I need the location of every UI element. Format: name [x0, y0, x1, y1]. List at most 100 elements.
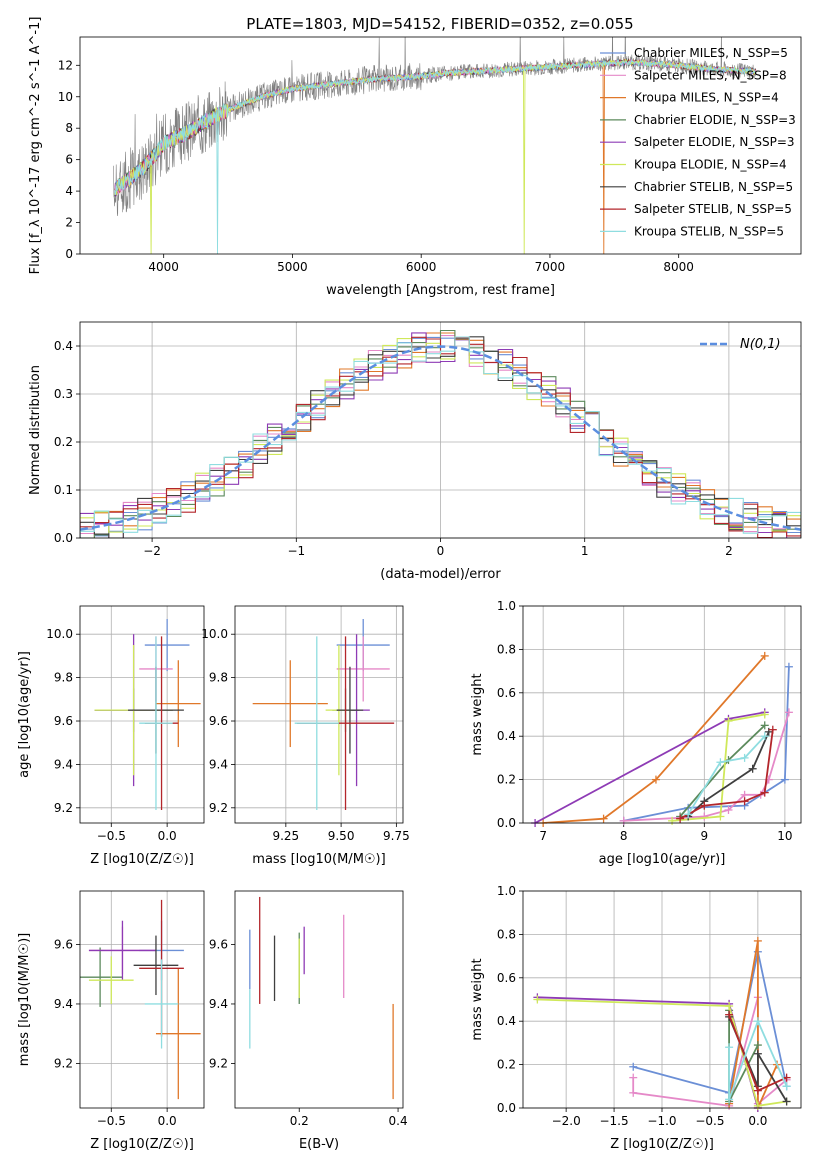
residuals-axes: −2 −1 0 1 2 0.0 0.1 0.2 0.3 0.4	[54, 322, 801, 558]
normal-curve	[80, 345, 801, 531]
x-tick-label: −2.0	[552, 1114, 581, 1128]
weight_vs_age-xlabel: age [log10(age/yr)]	[599, 852, 726, 867]
x-tick-label: 0.4	[389, 1114, 408, 1128]
age_vs_Z-axes: −0.5 0.0 9.2 9.4 9.6 9.8 10.0	[46, 606, 204, 843]
mass_vs_ebv-frame	[234, 890, 404, 1109]
mass_vs_Z-xlabel: Z [log10(Z/Z☉)]	[90, 1137, 194, 1152]
weight_vs_Z-axes: −2.0 −1.5 −1.0 −0.5 0.0 0.0 0.2 0.4 0.6 0.8 1.0	[497, 884, 801, 1128]
weight_vs_Z-xlabel: Z [log10(Z/Z☉)]	[610, 1137, 714, 1152]
y-tick-label: 9.2	[54, 1056, 73, 1070]
y-tick-label: 0	[65, 247, 73, 261]
y-tick-label: 0.6	[497, 971, 516, 985]
y-tick-label: 9.6	[54, 714, 73, 728]
y-tick-label: 9.4	[54, 997, 73, 1011]
residuals-frame	[79, 321, 802, 539]
y-tick-label: 0.6	[497, 686, 516, 700]
weight_vs_age-frame	[522, 605, 802, 824]
age_vs_mass-axes: 9.25 9.50 9.75 9.2 9.4 9.6 9.8 10.0	[201, 606, 410, 843]
y-tick-label: 9.6	[209, 714, 228, 728]
y-tick-label: 9.8	[209, 671, 228, 685]
mass_vs_Z-axes: −0.5 0.0 9.2 9.4 9.6	[54, 891, 204, 1128]
y-tick-label: 1.0	[497, 884, 516, 898]
weight-line-chabrier-stelib	[687, 731, 770, 818]
y-tick-label: 8	[65, 121, 73, 135]
y-tick-label: 0.1	[54, 483, 73, 497]
mass_vs_ebv-axes: 0.2 0.4 9.2 9.4 9.6	[209, 896, 408, 1128]
residual-hist-salpeter-stelib	[80, 336, 801, 538]
y-tick-label: 0.8	[497, 642, 516, 656]
age_vs_Z-ylabel: age [log10(age/yr)]	[17, 651, 32, 778]
x-tick-label: 9	[700, 829, 708, 843]
legend-label: Kroupa ELODIE, N_SSP=4	[634, 158, 787, 172]
y-tick-label: 9.2	[209, 1056, 228, 1070]
x-tick-label: 9.50	[328, 829, 355, 843]
residual-hist-kroupa-stelib	[80, 336, 801, 538]
age_vs_Z-xlabel: Z [log10(Z/Z☉)]	[90, 852, 194, 867]
x-tick-label: −1	[287, 544, 305, 558]
x-tick-label: 9.25	[272, 829, 299, 843]
y-tick-label: 0.8	[497, 927, 516, 941]
legend-label: Chabrier ELODIE, N_SSP=3	[634, 113, 796, 127]
residuals-legend-label: N(0,1)	[740, 337, 781, 352]
y-tick-label: 0.4	[497, 1014, 516, 1028]
x-tick-label: 2	[725, 544, 733, 558]
model-spectrum-kroupa-stelib	[114, 58, 757, 254]
y-tick-label: 0.2	[497, 1058, 516, 1072]
weight-line-kroupa-stelib	[728, 1018, 788, 1100]
y-tick-label: 9.4	[54, 757, 73, 771]
y-tick-label: 0.2	[54, 435, 73, 449]
mass_vs_ebv-xlabel: E(B-V)	[299, 1137, 339, 1152]
legend-label: Salpeter ELODIE, N_SSP=3	[634, 135, 795, 149]
y-tick-label: 9.6	[54, 938, 73, 952]
weight-line-kroupa-elodie	[537, 998, 787, 1107]
x-tick-label: 0.0	[748, 1114, 767, 1128]
x-tick-label: 5000	[277, 260, 308, 274]
spectrum-axes: 4000 5000 6000 7000 8000 0 2 4 6 8 10 12	[58, 37, 757, 274]
x-tick-label: 7000	[535, 260, 566, 274]
x-tick-label: −0.5	[695, 1114, 724, 1128]
y-tick-label: 9.4	[209, 997, 228, 1011]
y-tick-label: 12	[58, 58, 73, 72]
x-tick-label: 8	[620, 829, 628, 843]
weight-line-kroupa-elodie	[672, 713, 765, 822]
y-tick-label: 6	[65, 153, 73, 167]
weight_vs_age-axes: 7 8 9 10 0.0 0.2 0.4 0.6 0.8 1.0	[497, 599, 801, 843]
x-tick-label: 0.0	[158, 1114, 177, 1128]
x-tick-label: −1.0	[647, 1114, 676, 1128]
legend-label: Kroupa STELIB, N_SSP=5	[634, 224, 784, 238]
legend-label: Salpeter STELIB, N_SSP=5	[634, 202, 792, 216]
legend-label: Kroupa MILES, N_SSP=4	[634, 91, 779, 105]
x-tick-label: 8000	[663, 260, 694, 274]
y-tick-label: 2	[65, 216, 73, 230]
y-tick-label: 10.0	[46, 627, 73, 641]
y-tick-label: 0.3	[54, 387, 73, 401]
y-tick-label: 0.0	[497, 1101, 516, 1115]
residuals-xlabel: (data-model)/error	[380, 567, 501, 582]
x-tick-label: 0.0	[158, 829, 177, 843]
y-tick-label: 10	[58, 90, 73, 104]
y-tick-label: 0.4	[54, 339, 73, 353]
x-tick-label: 0.2	[290, 1114, 309, 1128]
x-tick-label: −2	[143, 544, 161, 558]
x-tick-label: 4000	[148, 260, 179, 274]
residuals-ylabel: Normed distribution	[28, 365, 43, 495]
y-tick-label: 1.0	[497, 599, 516, 613]
y-tick-label: 9.6	[209, 938, 228, 952]
legend-label: Salpeter MILES, N_SSP=8	[634, 68, 787, 82]
spectrum-xlabel: wavelength [Angstrom, rest frame]	[326, 283, 555, 298]
weight_vs_Z-ylabel: mass weight	[470, 958, 485, 1040]
figure-title: PLATE=1803, MJD=54152, FIBERID=0352, z=0…	[246, 15, 633, 33]
x-tick-label: 1	[581, 544, 589, 558]
age_vs_mass-frame	[234, 605, 404, 824]
y-tick-label: 0.0	[497, 816, 516, 830]
x-tick-label: 7	[539, 829, 547, 843]
spectrum-ylabel: Flux [f_λ 10^-17 erg cm^-2 s^-1 A^-1]	[28, 17, 43, 275]
y-tick-label: 9.2	[209, 801, 228, 815]
weight-line-kroupa-miles	[728, 940, 778, 1108]
weight_vs_Z-frame	[522, 890, 802, 1109]
y-tick-label: 10.0	[201, 627, 228, 641]
mass_vs_Z-ylabel: mass [log10(M/M☉)]	[17, 933, 32, 1066]
y-tick-label: 9.8	[54, 671, 73, 685]
x-tick-label: 9.75	[383, 829, 410, 843]
